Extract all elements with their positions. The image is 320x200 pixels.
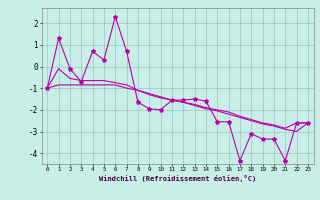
X-axis label: Windchill (Refroidissement éolien,°C): Windchill (Refroidissement éolien,°C): [99, 175, 256, 182]
